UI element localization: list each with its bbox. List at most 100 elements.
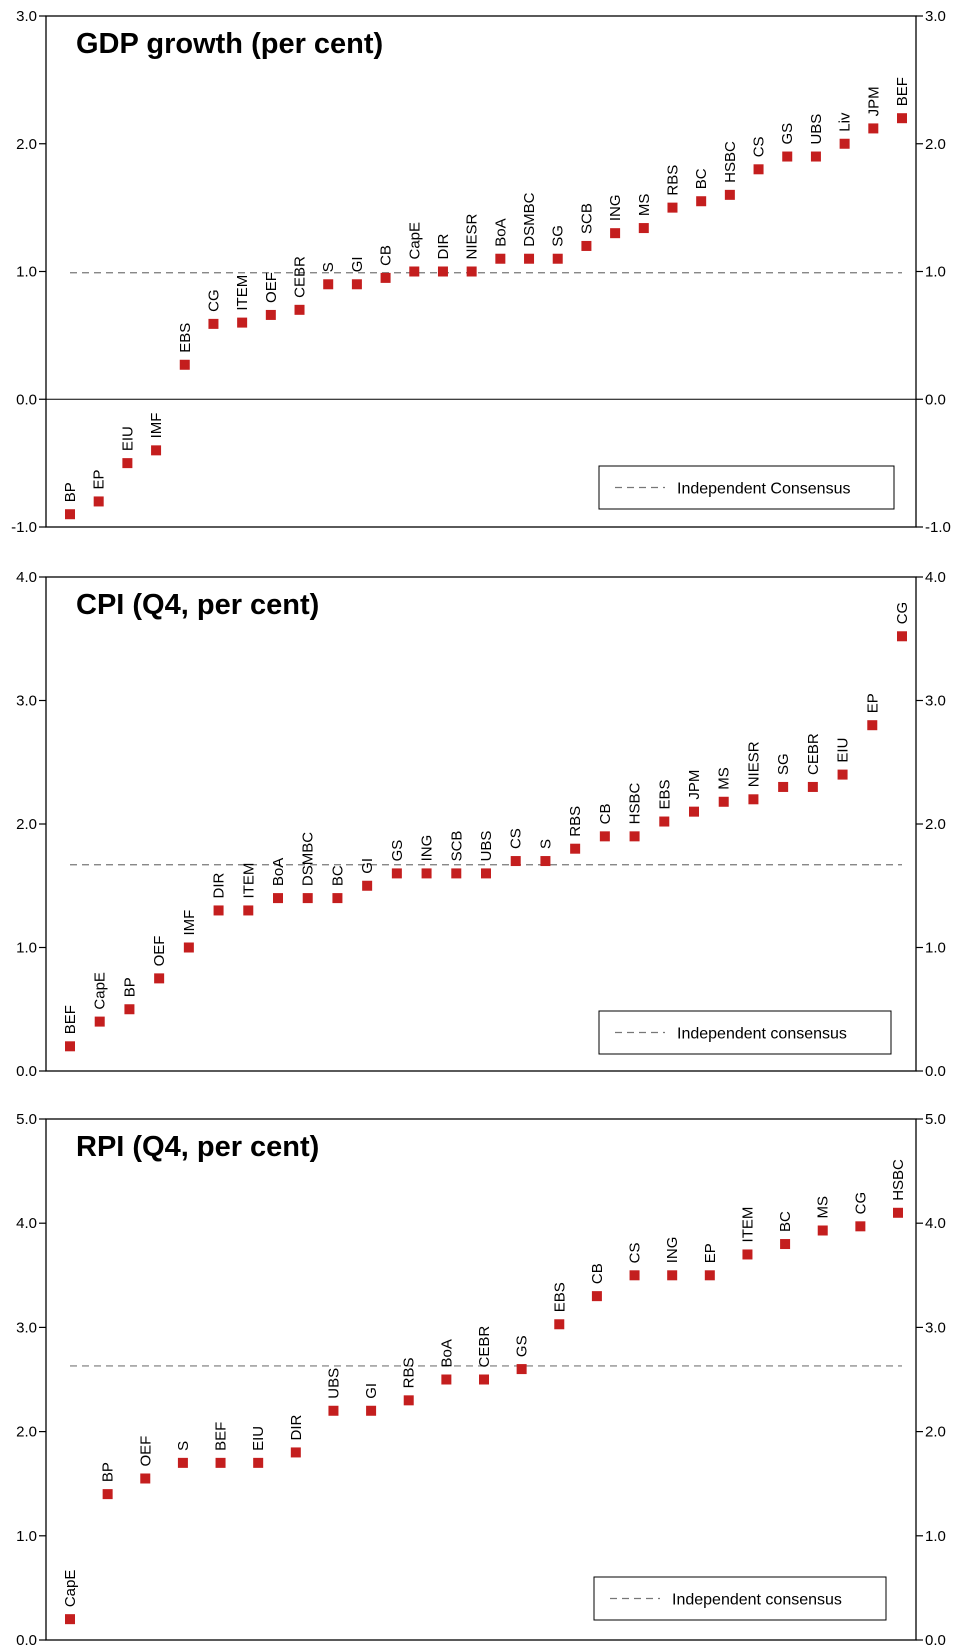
data-point [441, 1374, 452, 1385]
point-label: HSBC [627, 783, 644, 825]
point-label: EIU [835, 738, 852, 763]
data-point [294, 304, 305, 315]
point-label: BP [62, 482, 79, 502]
point-label: CS [508, 828, 525, 849]
data-point [667, 1270, 678, 1281]
data-point [724, 189, 735, 200]
point-label: BEF [894, 77, 911, 106]
y-tick-label-left: 0.0 [16, 391, 37, 408]
chart-title: RPI (Q4, per cent) [76, 1131, 319, 1163]
data-point [328, 1405, 339, 1416]
point-label: BoA [492, 218, 509, 246]
data-point [516, 1364, 527, 1375]
point-label: BP [121, 977, 138, 997]
data-point [93, 496, 104, 507]
point-label: CEBR [292, 256, 309, 298]
y-tick-label-right: 2.0 [925, 1424, 946, 1441]
data-point [591, 1291, 602, 1302]
data-point [151, 445, 162, 456]
point-label: UBS [808, 114, 825, 145]
data-point [65, 1614, 75, 1625]
data-point [696, 196, 707, 207]
point-label: EP [864, 693, 881, 713]
data-point [102, 1489, 113, 1500]
point-label: DSMBC [521, 192, 538, 246]
legend-box [598, 1010, 892, 1055]
legend-label: Independent Consensus [677, 481, 850, 498]
point-label: BEF [62, 1005, 79, 1034]
legend-box [593, 1576, 887, 1621]
y-tick-label-right: 4.0 [925, 1215, 946, 1232]
point-label: JPM [686, 770, 703, 800]
data-point [897, 631, 907, 642]
point-label: IMF [148, 413, 165, 439]
data-point [667, 202, 678, 213]
point-label: HSBC [890, 1159, 907, 1201]
y-tick-label-left: 3.0 [16, 693, 37, 710]
point-label: Liv [837, 112, 854, 132]
data-point [718, 796, 729, 807]
data-point [391, 868, 402, 879]
data-point [437, 266, 448, 277]
data-point [839, 138, 850, 149]
data-point [610, 228, 621, 239]
data-point [122, 458, 133, 469]
y-tick-label-right: 5.0 [925, 1111, 946, 1128]
point-label: UBS [325, 1368, 342, 1399]
point-label: ING [607, 195, 624, 222]
point-label: GS [779, 123, 796, 145]
chart-panel: 3.0 3.0 2.0 2.0 1.0 1.0 0.0 0.0 -1.0 -1.0 GDP grow… [11, 8, 951, 536]
data-point [183, 942, 194, 953]
y-tick-label-left: 1.0 [16, 1528, 37, 1545]
data-point [629, 1270, 640, 1281]
point-label: BC [329, 865, 346, 886]
data-point [265, 309, 276, 320]
data-point [179, 359, 190, 370]
data-point [742, 1249, 753, 1260]
point-label: S [320, 262, 337, 272]
point-label: CEBR [805, 733, 822, 775]
point-label: RBS [567, 806, 584, 837]
point-label: DSMBC [300, 832, 317, 886]
data-point [629, 831, 640, 842]
y-tick-label-left: 1.0 [16, 940, 37, 957]
data-point [140, 1473, 151, 1484]
y-tick-label-right: 3.0 [925, 1319, 946, 1336]
y-tick-label-right: 0.0 [925, 1632, 946, 1645]
point-label: ITEM [234, 275, 251, 311]
data-point [380, 272, 391, 283]
data-point [893, 1207, 903, 1218]
point-label: SG [550, 225, 567, 247]
y-tick-label-left: 0.0 [16, 1063, 37, 1080]
data-point [124, 1004, 135, 1015]
data-point [867, 720, 878, 731]
point-label: CB [378, 245, 395, 266]
data-point [213, 905, 224, 916]
data-point [524, 253, 535, 264]
point-label: CS [627, 1242, 644, 1263]
point-label: EP [91, 469, 108, 489]
point-label: EBS [551, 1282, 568, 1312]
y-tick-label-left: 0.0 [16, 1632, 37, 1645]
point-label: ING [664, 1237, 681, 1264]
data-point [451, 868, 462, 879]
data-point [253, 1457, 264, 1468]
data-point [237, 317, 248, 328]
y-tick-label-left: -1.0 [11, 519, 37, 536]
y-tick-label-left: 2.0 [16, 1424, 37, 1441]
y-tick-label-left: 5.0 [16, 1111, 37, 1128]
chart-panel: 4.0 4.0 3.0 3.0 2.0 2.0 1.0 1.0 0.0 0.0 CPI (Q4, p… [16, 569, 946, 1080]
point-label: CEBR [476, 1326, 493, 1368]
point-label: S [537, 839, 554, 849]
data-point [570, 843, 581, 854]
data-point [351, 279, 362, 290]
y-tick-label-left: 3.0 [16, 1319, 37, 1336]
point-label: BoA [270, 858, 287, 886]
point-label: S [175, 1441, 192, 1451]
data-point [421, 868, 432, 879]
data-point [302, 893, 313, 904]
point-label: BC [693, 168, 710, 189]
data-point [510, 856, 521, 867]
data-point [215, 1457, 226, 1468]
